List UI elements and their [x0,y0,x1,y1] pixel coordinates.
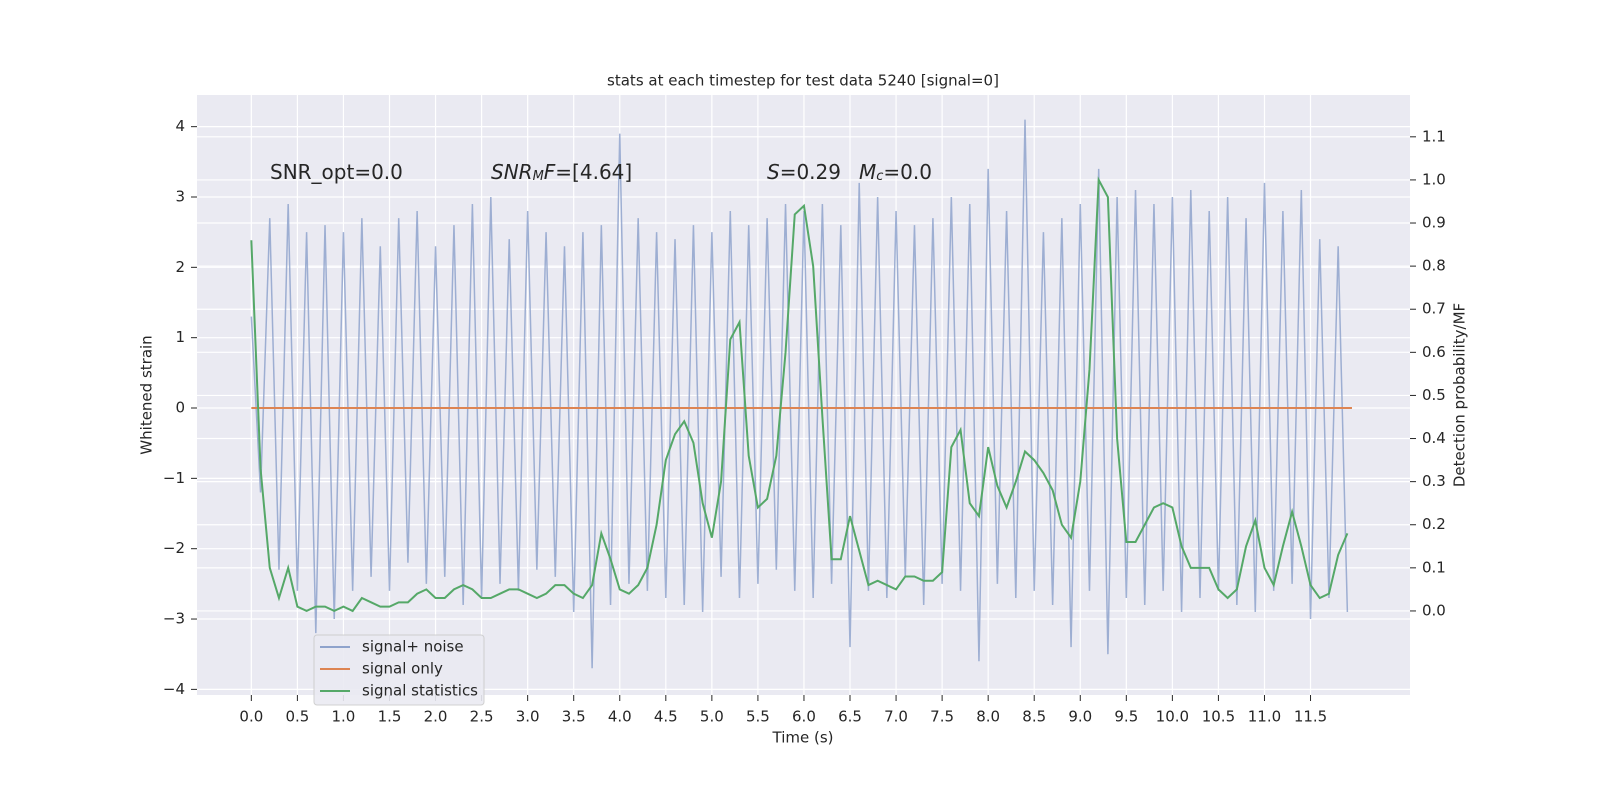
x-tick-label: 9.0 [1068,708,1092,726]
x-tick-label: 3.5 [562,708,586,726]
x-tick-label: 4.5 [654,708,678,726]
y-axis-label: Whitened strain [138,335,156,454]
y-tick-label: −3 [163,610,185,628]
annotation-part: F [544,160,556,184]
x-tick-label: 3.0 [516,708,540,726]
y2-axis-label: Detection probability/MF [1451,303,1469,487]
annotations: SNR_opt=0.0 SNRMF=[4.64] S=0.29 Mc=0.0 [270,160,932,185]
x-axis-label: Time (s) [772,729,834,747]
x-tick-label: 11.0 [1248,708,1281,726]
x-tick-label: 10.5 [1202,708,1235,726]
annotation-part: SNR [491,160,533,184]
x-tick-label: 5.0 [700,708,724,726]
marks [250,119,1352,669]
x-tick-label: 0.5 [285,708,309,726]
y2-tick-label: 1.1 [1422,127,1446,145]
x-tick-label: 10.0 [1156,708,1189,726]
x-tick-label: 2.5 [470,708,494,726]
y-tick-label: 0 [175,399,185,417]
y-tick-label: 1 [175,328,185,346]
series-line [250,176,1349,613]
y2-tick-label: 0.9 [1422,214,1446,232]
y2-tick-label: 0.3 [1422,472,1446,490]
series-line [250,119,1349,669]
legend-label: signal statistics [362,682,478,700]
x-tick-label: 9.5 [1114,708,1138,726]
annotation: SNRMF=[4.64] [491,160,632,185]
x-tick-label: 6.5 [838,708,862,726]
x-tick-label: 7.0 [884,708,908,726]
annotation-part: M [533,169,544,184]
axes: 0.0 0.5 1.0 1.5 2.0 2.5 3.0 3.5 4.0 4.5 5.0 5.5 6.0 6… [163,117,1446,725]
y2-tick-label: 0.8 [1422,257,1446,275]
legend: signal+ noise signal only signal statistic… [313,634,485,706]
annotation-part: c [876,169,883,184]
y-tick-label: −4 [163,680,185,698]
x-tick-label: 0.0 [239,708,263,726]
x-tick-label: 8.5 [1022,708,1046,726]
x-tick-label: 1.5 [378,708,402,726]
y2-tick-label: 0.2 [1422,515,1446,533]
annotation: SNR_opt=0.0 [270,160,403,184]
y2-tick-label: 0.1 [1422,558,1446,576]
y-tick-label: 3 [175,187,185,205]
x-tick-label: 6.0 [792,708,816,726]
x-tick-label: 5.5 [746,708,770,726]
x-tick-label: 11.5 [1294,708,1327,726]
legend-label: signal+ noise [362,638,464,656]
annotation-part: =0.29 [780,160,841,184]
y2-tick-label: 0.7 [1422,300,1446,318]
chart-title: stats at each timestep for test data 524… [607,72,999,90]
y2-tick-label: 0.5 [1422,386,1446,404]
y2-tick-label: 0.6 [1422,343,1446,361]
x-tick-label: 1.0 [332,708,356,726]
legend-box [313,634,485,706]
annotation: Mc=0.0 [859,160,932,185]
y-tick-label: −1 [163,469,185,487]
legend-label: signal only [362,660,443,678]
annotation-part: S [767,160,780,184]
y2-tick-label: 0.4 [1422,429,1446,447]
y2-tick-label: 1.0 [1422,170,1446,188]
y-tick-label: 4 [175,117,185,135]
annotation-part: M [859,160,876,184]
x-tick-label: 4.0 [608,708,632,726]
annotation: S=0.29 [767,160,841,184]
annotation-part: =0.0 [883,160,932,184]
y-tick-label: 2 [175,258,185,276]
annotation-part: SNR_opt=0.0 [270,160,403,184]
x-tick-label: 2.0 [424,708,448,726]
annotation-part: =[4.64] [555,160,632,184]
x-tick-label: 8.0 [976,708,1000,726]
x-tick-label: 7.5 [930,708,954,726]
y-tick-label: −2 [163,539,185,557]
y2-tick-label: 0.0 [1422,601,1446,619]
